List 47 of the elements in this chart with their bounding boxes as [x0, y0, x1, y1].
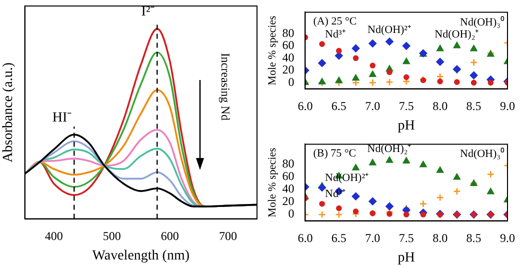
x-axis-title: pH — [398, 250, 415, 266]
y-tick-label: 60 — [282, 38, 294, 52]
x-tick-label: 6.5 — [331, 99, 346, 114]
series-label: Nd(OH)₃⁰ — [460, 15, 505, 28]
x-tick-label: 6.0 — [298, 231, 313, 246]
y-tick-label: 40 — [282, 50, 294, 64]
x-tick-label: 8.5 — [466, 231, 482, 246]
x-tick-label: 6.5 — [331, 231, 346, 246]
x-tick-label: 9.0 — [500, 99, 515, 114]
y-tick-label: 80 — [282, 26, 294, 40]
x-tick-label: 7.0 — [365, 99, 380, 114]
x-tick-label: 500 — [102, 229, 121, 244]
y-tick-label: 40 — [282, 182, 294, 196]
x-tick-label: 7.5 — [398, 231, 414, 246]
x-tick-label: 9.0 — [500, 231, 515, 246]
series-label: Nd(OH)²⁺ — [368, 24, 412, 36]
ref-line-label: HI⁻ — [52, 110, 72, 126]
x-tick-label: 700 — [218, 229, 237, 244]
x-tick-label: 400 — [44, 229, 63, 244]
y-axis-title: Mole % species — [266, 16, 278, 86]
x-axis-title: Wavelength (nm) — [92, 248, 190, 264]
chart-title: (B) 75 °C — [313, 148, 356, 160]
annotation: Increasing Nd — [218, 52, 232, 120]
y-tick-label: 0 — [288, 74, 294, 89]
y-tick-label: 80 — [282, 156, 294, 170]
y-tick-label: 60 — [282, 169, 294, 184]
series-label: Nd(OH)₂⁺ — [434, 28, 480, 40]
y-tick-label: 20 — [282, 194, 294, 208]
series-label: Nd(OH)²⁺ — [325, 172, 370, 184]
x-tick-label: 8.0 — [432, 99, 448, 114]
x-tick-label: 7.5 — [398, 99, 414, 114]
series-label: Nd³⁺ — [325, 188, 346, 200]
x-tick-label: 8.5 — [466, 99, 482, 114]
x-tick-label: 600 — [160, 229, 179, 244]
y-axis-title: Absorbance (a.u.) — [1, 62, 16, 162]
x-tick-label: 8.0 — [432, 231, 448, 246]
x-tick-label: 6.0 — [298, 99, 313, 114]
series-label: Nd(OH)₃⁰ — [460, 146, 505, 160]
y-axis-title: Mole % species — [266, 148, 278, 218]
chart-title: (A) 25 °C — [313, 16, 357, 28]
y-tick-label: 0 — [288, 206, 294, 221]
y-tick-label: 20 — [282, 62, 294, 77]
x-tick-label: 7.0 — [365, 231, 380, 246]
series-label: Nd(OH)₂⁺ — [367, 142, 412, 155]
series-label: Nd³⁺ — [325, 28, 346, 40]
ref-line-label: I²⁻ — [141, 4, 156, 20]
x-axis-title: pH — [398, 118, 415, 134]
